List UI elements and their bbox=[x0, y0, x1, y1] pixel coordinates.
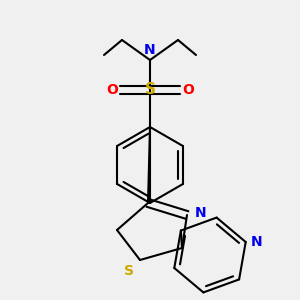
Text: N: N bbox=[144, 43, 156, 57]
Text: N: N bbox=[195, 206, 207, 220]
Text: O: O bbox=[106, 83, 118, 97]
Text: S: S bbox=[124, 264, 134, 278]
Text: O: O bbox=[182, 83, 194, 97]
Text: N: N bbox=[251, 235, 262, 249]
Text: S: S bbox=[145, 82, 155, 98]
